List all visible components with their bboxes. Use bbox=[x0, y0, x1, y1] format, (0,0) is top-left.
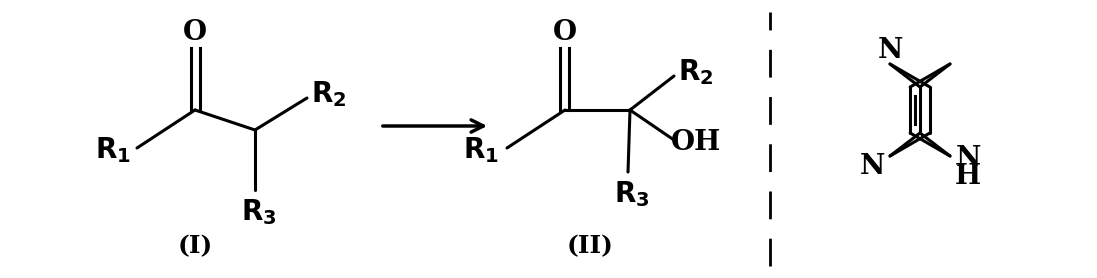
Text: $\mathbf{R_3}$: $\mathbf{R_3}$ bbox=[241, 197, 276, 227]
Text: N: N bbox=[955, 145, 981, 172]
Text: (II): (II) bbox=[566, 234, 613, 258]
Text: $\mathbf{R_3}$: $\mathbf{R_3}$ bbox=[614, 179, 649, 209]
Text: N: N bbox=[859, 153, 884, 180]
Text: H: H bbox=[954, 163, 981, 190]
Text: $\mathbf{R_1}$: $\mathbf{R_1}$ bbox=[463, 135, 499, 165]
Text: $\mathbf{R_2}$: $\mathbf{R_2}$ bbox=[312, 79, 347, 109]
Text: O: O bbox=[553, 19, 577, 46]
Text: OH: OH bbox=[671, 128, 721, 155]
Text: O: O bbox=[183, 19, 207, 46]
Text: $\mathbf{R_2}$: $\mathbf{R_2}$ bbox=[678, 57, 714, 87]
Text: (I): (I) bbox=[178, 234, 213, 258]
Text: $\mathbf{R_1}$: $\mathbf{R_1}$ bbox=[95, 135, 131, 165]
Text: N: N bbox=[878, 36, 903, 63]
